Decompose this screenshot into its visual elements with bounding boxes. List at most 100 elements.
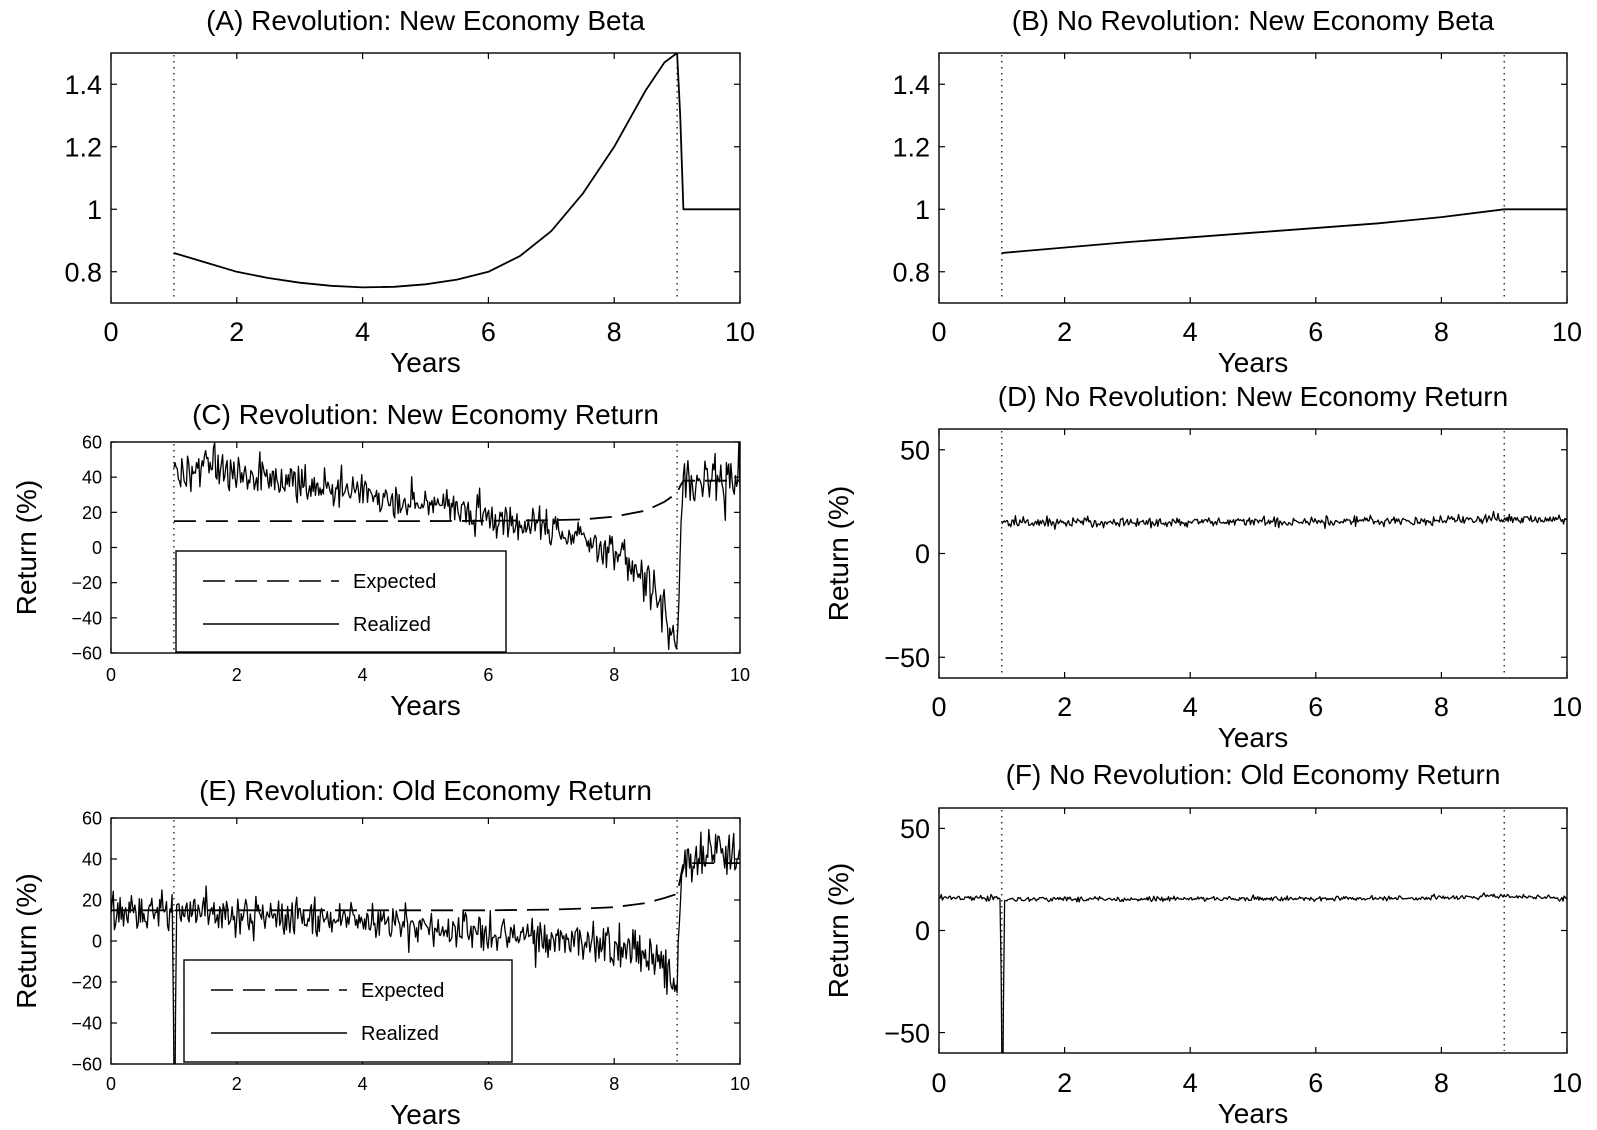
panel-d-ytick-label: 50 <box>900 435 930 465</box>
panel-c-xtick-label: 0 <box>106 665 116 685</box>
panel-e-xtick-label: 10 <box>730 1074 750 1094</box>
panel-e-ytick-label: −20 <box>71 972 102 992</box>
panel-c-ytick-label: −20 <box>71 573 102 593</box>
panel-a-ytick-label: 0.8 <box>64 257 102 287</box>
panel-c-xtick-label: 8 <box>609 665 619 685</box>
panel-c-ytick-label: −40 <box>71 608 102 628</box>
panel-f-xlabel: Years <box>1218 1098 1289 1129</box>
panel-f-xtick-label: 8 <box>1434 1068 1449 1098</box>
panel-c-title: (C) Revolution: New Economy Return <box>192 399 659 430</box>
legend-label-realized: Realized <box>353 614 431 636</box>
panel-b-ytick-label: 1.4 <box>892 70 930 100</box>
panel-a-xtick-label: 10 <box>725 317 755 347</box>
panel-e-ytick-label: 60 <box>82 808 102 828</box>
panel-b-xtick-label: 6 <box>1308 317 1323 347</box>
panel-f-ytick-label: 0 <box>915 916 930 946</box>
panel-f-xtick-label: 10 <box>1552 1068 1582 1098</box>
panel-e-xtick-label: 2 <box>232 1074 242 1094</box>
panel-f-ylabel: Return (%) <box>823 863 854 998</box>
legend-label-expected: Expected <box>353 571 436 593</box>
panel-a-ytick-label: 1.4 <box>64 70 102 100</box>
panel-d-xtick-label: 4 <box>1183 692 1198 722</box>
panel-d-series-line <box>1001 510 1567 530</box>
panel-b-ytick-label: 1 <box>915 195 930 225</box>
panel-f-xtick-label: 0 <box>931 1068 946 1098</box>
panel-e-ytick-label: 40 <box>82 849 102 869</box>
legend-label-realized: Realized <box>361 1023 439 1045</box>
panel-e-ytick-label: 0 <box>92 931 102 951</box>
panel-a-xtick-label: 4 <box>355 317 370 347</box>
panel-f-xtick-label: 6 <box>1308 1068 1323 1098</box>
panel-c-ylabel: Return (%) <box>11 480 42 615</box>
panel-c-xtick-label: 10 <box>730 665 750 685</box>
panel-e-xtick-label: 0 <box>106 1074 116 1094</box>
panel-f-ytick-label: 50 <box>900 814 930 844</box>
panel-a-xtick-label: 0 <box>103 317 118 347</box>
panel-d-xtick-label: 2 <box>1057 692 1072 722</box>
panel-f-frame <box>938 807 1568 1054</box>
panel-d-frame <box>938 428 1568 679</box>
panel-c-xlabel: Years <box>390 690 461 721</box>
panel-d-ytick-label: −50 <box>884 643 930 673</box>
panel-c-ytick-label: 0 <box>92 538 102 558</box>
panel-c-xtick-label: 4 <box>358 665 368 685</box>
panel-b-series-line <box>1001 208 1567 254</box>
panel-f-series-line <box>939 892 1567 1053</box>
panel-d-title: (D) No Revolution: New Economy Return <box>998 381 1508 412</box>
panel-e-title: (E) Revolution: Old Economy Return <box>199 775 652 806</box>
legend-label-expected: Expected <box>361 980 444 1002</box>
panel-c-series-expected <box>173 479 740 522</box>
panel-c-xtick-label: 2 <box>232 665 242 685</box>
panel-e-xlabel: Years <box>390 1099 461 1130</box>
panel-e-series-expected <box>111 862 740 912</box>
panel-c-series-realized <box>173 442 740 651</box>
panel-b-xtick-label: 4 <box>1183 317 1198 347</box>
panel-f-title: (F) No Revolution: Old Economy Return <box>1006 759 1501 790</box>
panel-f-xtick-label: 2 <box>1057 1068 1072 1098</box>
panel-e-ylabel: Return (%) <box>11 873 42 1008</box>
panel-f-ytick-label: −50 <box>884 1018 930 1048</box>
panel-d-xtick-label: 6 <box>1308 692 1323 722</box>
panel-a-xlabel: Years <box>390 347 461 378</box>
panel-b-xtick-label: 8 <box>1434 317 1449 347</box>
panel-b-frame <box>938 52 1568 304</box>
panel-a-title: (A) Revolution: New Economy Beta <box>206 5 645 36</box>
panel-c-ytick-label: 60 <box>82 432 102 452</box>
panel-e-ytick-label: 20 <box>82 890 102 910</box>
panel-c-legend-box <box>175 550 507 653</box>
panel-d-xtick-label: 0 <box>931 692 946 722</box>
panel-c-xtick-label: 6 <box>483 665 493 685</box>
panel-f-xtick-label: 4 <box>1183 1068 1198 1098</box>
panel-e-legend: Expected Realized <box>183 959 513 1063</box>
panel-a-ytick-label: 1 <box>87 195 102 225</box>
panel-b-title: (B) No Revolution: New Economy Beta <box>1012 5 1495 36</box>
panel-b-xtick-label: 10 <box>1552 317 1582 347</box>
panel-a-series-line <box>173 53 740 289</box>
panel-e-legend-box <box>183 959 513 1063</box>
panel-c-ytick-label: 20 <box>82 503 102 523</box>
panel-e-xtick-label: 4 <box>358 1074 368 1094</box>
panel-b-ytick-label: 1.2 <box>892 132 930 162</box>
panel-d-ylabel: Return (%) <box>823 486 854 621</box>
panel-b-ytick-label: 0.8 <box>892 257 930 287</box>
panel-a-ytick-label: 1.2 <box>64 132 102 162</box>
panel-a-xtick-label: 8 <box>607 317 622 347</box>
panel-b-xtick-label: 0 <box>931 317 946 347</box>
panel-a-frame <box>110 52 741 304</box>
panel-e-xtick-label: 8 <box>609 1074 619 1094</box>
panel-d-xtick-label: 8 <box>1434 692 1449 722</box>
panel-d-xtick-label: 10 <box>1552 692 1582 722</box>
panel-d-xlabel: Years <box>1218 722 1289 753</box>
panel-e-ytick-label: −40 <box>71 1013 102 1033</box>
panel-b-xlabel: Years <box>1218 347 1289 378</box>
panel-c-legend: Expected Realized <box>175 550 507 653</box>
panel-b-xtick-label: 2 <box>1057 317 1072 347</box>
panel-e-series-realized <box>111 828 740 1064</box>
panel-c-ytick-label: −60 <box>71 643 102 663</box>
panel-e-xtick-label: 6 <box>483 1074 493 1094</box>
panel-c-ytick-label: 40 <box>82 468 102 488</box>
panel-d-ytick-label: 0 <box>915 539 930 569</box>
panel-a-xtick-label: 6 <box>481 317 496 347</box>
panel-e-ytick-label: −60 <box>71 1054 102 1074</box>
